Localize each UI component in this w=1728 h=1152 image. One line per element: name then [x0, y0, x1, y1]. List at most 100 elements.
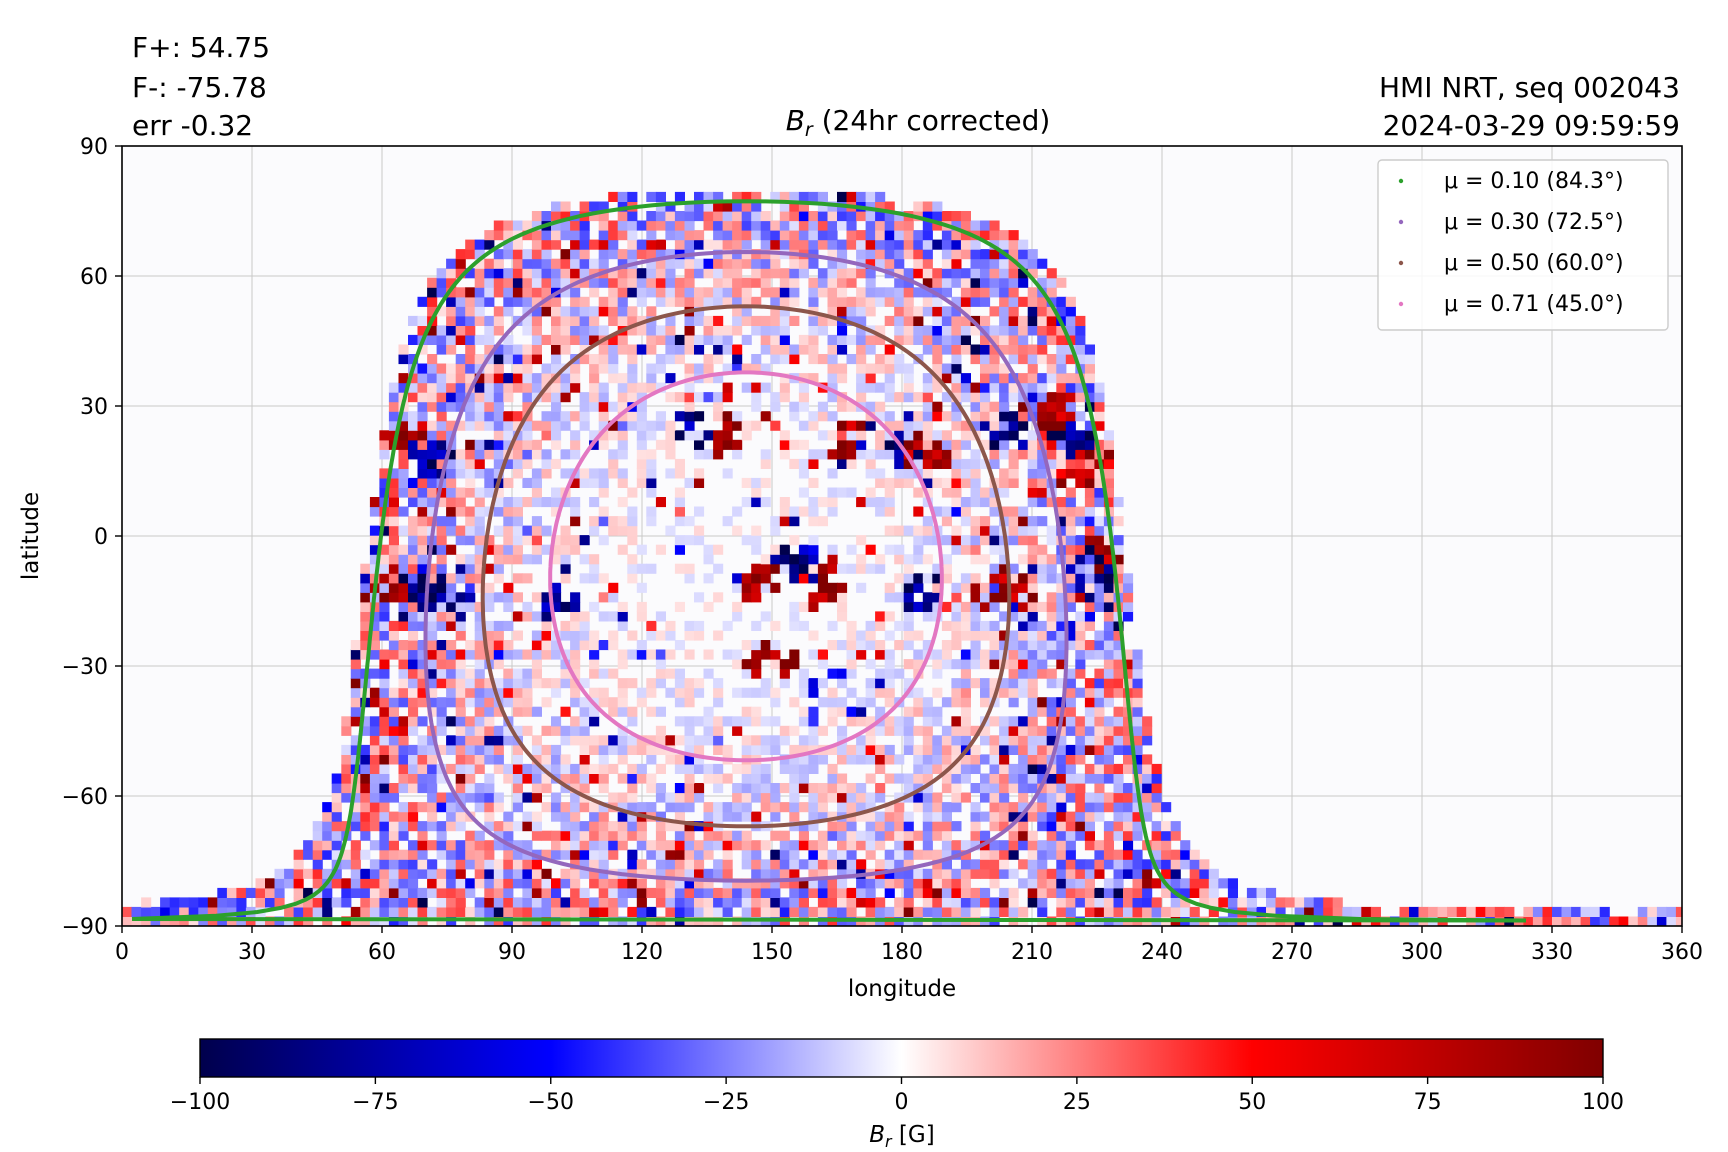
magnetogram-pixel	[417, 535, 428, 546]
magnetogram-pixel	[636, 611, 647, 622]
magnetogram-pixel	[369, 735, 380, 746]
magnetogram-pixel	[341, 763, 352, 774]
magnetogram-pixel	[541, 611, 552, 622]
magnetogram-pixel	[960, 392, 971, 403]
magnetogram-pixel	[846, 821, 857, 832]
magnetogram-pixel	[493, 458, 504, 469]
magnetogram-pixel	[1046, 373, 1057, 384]
magnetogram-pixel	[770, 640, 781, 651]
magnetogram-pixel	[1008, 849, 1019, 860]
magnetogram-pixel	[674, 678, 685, 689]
magnetogram-pixel	[1084, 611, 1095, 622]
magnetogram-pixel	[751, 230, 762, 241]
magnetogram-pixel	[713, 373, 724, 384]
magnetogram-pixel	[1056, 859, 1067, 870]
magnetogram-pixel	[1018, 659, 1029, 670]
magnetogram-pixel	[665, 868, 676, 879]
magnetogram-pixel	[884, 687, 895, 698]
magnetogram-pixel	[436, 449, 447, 460]
magnetogram-pixel	[1246, 887, 1257, 898]
magnetogram-pixel	[789, 354, 800, 365]
magnetogram-pixel	[1018, 401, 1029, 412]
magnetogram-pixel	[913, 554, 924, 565]
magnetogram-pixel	[808, 906, 819, 917]
magnetogram-pixel	[732, 315, 743, 326]
magnetogram-pixel	[875, 401, 886, 412]
magnetogram-pixel	[1103, 601, 1114, 612]
magnetogram-pixel	[770, 191, 781, 202]
magnetogram-pixel	[1018, 382, 1029, 393]
magnetogram-pixel	[665, 249, 676, 260]
magnetogram-pixel	[932, 268, 943, 279]
magnetogram-pixel	[1027, 497, 1038, 508]
magnetogram-pixel	[922, 802, 933, 813]
magnetogram-pixel	[417, 544, 428, 555]
magnetogram-pixel	[1437, 906, 1448, 917]
magnetogram-pixel	[703, 706, 714, 717]
magnetogram-pixel	[703, 315, 714, 326]
magnetogram-pixel	[570, 325, 581, 336]
magnetogram-pixel	[627, 420, 638, 431]
magnetogram-pixel	[1523, 916, 1534, 926]
magnetogram-pixel	[856, 630, 867, 641]
magnetogram-pixel	[913, 449, 924, 460]
magnetogram-pixel	[1018, 373, 1029, 384]
magnetogram-pixel	[856, 811, 867, 822]
magnetogram-pixel	[655, 382, 666, 393]
magnetogram-pixel	[455, 325, 466, 336]
magnetogram-pixel	[474, 392, 485, 403]
magnetogram-pixel	[646, 477, 657, 488]
magnetogram-pixel	[1084, 354, 1095, 365]
magnetogram-pixel	[455, 678, 466, 689]
magnetogram-pixel	[1046, 783, 1057, 794]
magnetogram-pixel	[522, 668, 533, 679]
magnetogram-pixel	[589, 382, 600, 393]
magnetogram-pixel	[941, 411, 952, 422]
magnetogram-pixel	[350, 821, 361, 832]
magnetogram-pixel	[684, 697, 695, 708]
magnetogram-pixel	[369, 497, 380, 508]
magnetogram-pixel	[551, 315, 562, 326]
magnetogram-pixel	[350, 659, 361, 670]
magnetogram-pixel	[465, 649, 476, 660]
magnetogram-pixel	[741, 315, 752, 326]
magnetogram-pixel	[779, 373, 790, 384]
magnetogram-pixel	[608, 744, 619, 755]
magnetogram-pixel	[1094, 744, 1105, 755]
magnetogram-pixel	[1103, 554, 1114, 565]
magnetogram-pixel	[751, 211, 762, 222]
magnetogram-pixel	[875, 611, 886, 622]
magnetogram-pixel	[980, 554, 991, 565]
magnetogram-pixel	[694, 840, 705, 851]
magnetogram-pixel	[1037, 563, 1048, 574]
magnetogram-pixel	[1656, 906, 1667, 917]
magnetogram-pixel	[951, 525, 962, 536]
magnetogram-pixel	[932, 830, 943, 841]
magnetogram-pixel	[789, 620, 800, 631]
magnetogram-pixel	[1142, 763, 1153, 774]
magnetogram-pixel	[960, 906, 971, 917]
magnetogram-pixel	[436, 906, 447, 917]
magnetogram-pixel	[369, 754, 380, 765]
magnetogram-pixel	[999, 392, 1010, 403]
magnetogram-pixel	[798, 802, 809, 813]
magnetogram-pixel	[865, 659, 876, 670]
magnetogram-pixel	[674, 277, 685, 288]
magnetogram-pixel	[1037, 840, 1048, 851]
magnetogram-pixel	[531, 439, 542, 450]
magnetogram-pixel	[732, 802, 743, 813]
magnetogram-pixel	[903, 325, 914, 336]
magnetogram-pixel	[884, 678, 895, 689]
magnetogram-pixel	[617, 697, 628, 708]
magnetogram-pixel	[684, 277, 695, 288]
magnetogram-pixel	[884, 744, 895, 755]
magnetogram-pixel	[989, 277, 1000, 288]
magnetogram-pixel	[1123, 849, 1134, 860]
magnetogram-pixel	[474, 449, 485, 460]
magnetogram-pixel	[884, 811, 895, 822]
magnetogram-pixel	[674, 697, 685, 708]
magnetogram-pixel	[1084, 506, 1095, 517]
magnetogram-pixel	[903, 716, 914, 727]
magnetogram-pixel	[951, 401, 962, 412]
magnetogram-pixel	[941, 878, 952, 889]
